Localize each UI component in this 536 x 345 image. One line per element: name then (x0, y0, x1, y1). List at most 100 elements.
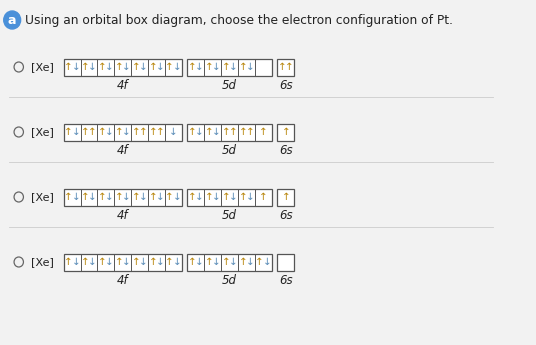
Text: ↑: ↑ (81, 257, 90, 267)
Circle shape (4, 11, 20, 29)
Text: ↑: ↑ (148, 192, 157, 202)
Text: 4f: 4f (117, 208, 129, 221)
Text: ↑: ↑ (81, 127, 90, 137)
Bar (278, 254, 294, 270)
Text: ↑: ↑ (221, 257, 230, 267)
Text: ↑: ↑ (115, 62, 123, 72)
Text: 5d: 5d (222, 144, 237, 157)
Text: ↑: ↑ (98, 257, 107, 267)
Text: ↓: ↓ (105, 127, 114, 137)
Text: ↑: ↑ (156, 127, 165, 137)
Text: ↑: ↑ (81, 62, 90, 72)
Bar (188, 124, 272, 140)
Bar (188, 59, 272, 76)
Text: [Xe]: [Xe] (31, 192, 54, 202)
Bar (64, 188, 182, 206)
Bar (278, 124, 294, 140)
Text: ↑: ↑ (205, 192, 213, 202)
Text: ↓: ↓ (139, 62, 148, 72)
Text: 6s: 6s (279, 274, 293, 286)
Text: ↓: ↓ (139, 257, 148, 267)
Text: ↓: ↓ (71, 257, 80, 267)
Bar (64, 59, 182, 76)
Text: ↓: ↓ (173, 192, 182, 202)
Text: [Xe]: [Xe] (31, 257, 54, 267)
Text: ↑: ↑ (165, 62, 174, 72)
Text: ↓: ↓ (212, 127, 221, 137)
Text: ↑: ↑ (132, 192, 140, 202)
Text: ↓: ↓ (71, 62, 80, 72)
Text: ↓: ↓ (173, 62, 182, 72)
Text: ↓: ↓ (71, 192, 80, 202)
Text: ↓: ↓ (195, 257, 204, 267)
Text: ↑: ↑ (148, 62, 157, 72)
Text: ↑: ↑ (281, 192, 291, 202)
Text: ↑: ↑ (205, 62, 213, 72)
Text: ↓: ↓ (169, 127, 178, 137)
Bar (278, 188, 294, 206)
Text: ↓: ↓ (122, 127, 131, 137)
Text: ↑: ↑ (221, 127, 230, 137)
Text: ↓: ↓ (195, 62, 204, 72)
Text: ↑: ↑ (221, 62, 230, 72)
Text: ↑: ↑ (115, 192, 123, 202)
Text: ↓: ↓ (105, 257, 114, 267)
Text: ↓: ↓ (156, 62, 165, 72)
Text: 4f: 4f (117, 79, 129, 91)
Text: ↓: ↓ (173, 257, 182, 267)
Text: ↑: ↑ (246, 127, 255, 137)
Text: ↓: ↓ (156, 192, 165, 202)
Text: ↑: ↑ (64, 62, 73, 72)
Text: ↑: ↑ (165, 192, 174, 202)
Text: ↑: ↑ (132, 257, 140, 267)
Text: ↑: ↑ (229, 127, 238, 137)
Text: ↓: ↓ (229, 62, 238, 72)
Text: 4f: 4f (117, 274, 129, 286)
Text: ↑: ↑ (148, 257, 157, 267)
Text: ↑: ↑ (278, 62, 287, 72)
Text: ↓: ↓ (229, 192, 238, 202)
Text: ↓: ↓ (105, 62, 114, 72)
Text: ↑: ↑ (98, 192, 107, 202)
Text: ↑: ↑ (98, 127, 107, 137)
Text: ↑: ↑ (98, 62, 107, 72)
Text: ↓: ↓ (246, 62, 255, 72)
Text: ↓: ↓ (212, 192, 221, 202)
Text: ↑: ↑ (88, 127, 97, 137)
Text: 4f: 4f (117, 144, 129, 157)
Text: 5d: 5d (222, 274, 237, 286)
Text: ↓: ↓ (139, 192, 148, 202)
Text: ↑: ↑ (81, 192, 90, 202)
Text: ↑: ↑ (205, 127, 213, 137)
Text: ↓: ↓ (212, 62, 221, 72)
Text: ↓: ↓ (212, 257, 221, 267)
Text: [Xe]: [Xe] (31, 62, 54, 72)
Text: ↓: ↓ (88, 257, 97, 267)
Text: ↑: ↑ (188, 127, 197, 137)
Text: ↓: ↓ (71, 127, 80, 137)
Text: ↓: ↓ (156, 257, 165, 267)
Text: ↑: ↑ (148, 127, 157, 137)
Text: 6s: 6s (279, 79, 293, 91)
Text: ↑: ↑ (132, 62, 140, 72)
Text: Using an orbital box diagram, choose the electron configuration of Pt.: Using an orbital box diagram, choose the… (25, 13, 453, 27)
Text: ↑: ↑ (239, 62, 247, 72)
Text: ↓: ↓ (246, 192, 255, 202)
Text: ↑: ↑ (188, 62, 197, 72)
Text: ↓: ↓ (122, 192, 131, 202)
Text: a: a (8, 13, 17, 27)
Text: ↓: ↓ (229, 257, 238, 267)
Text: ↑: ↑ (259, 127, 268, 137)
Bar (188, 254, 272, 270)
Text: ↓: ↓ (122, 62, 131, 72)
Text: ↑: ↑ (188, 192, 197, 202)
Text: ↑: ↑ (239, 192, 247, 202)
Bar (188, 188, 272, 206)
Bar (278, 59, 294, 76)
Text: ↓: ↓ (88, 62, 97, 72)
Text: ↓: ↓ (195, 127, 204, 137)
Text: 6s: 6s (279, 208, 293, 221)
Text: 6s: 6s (279, 144, 293, 157)
Text: ↑: ↑ (115, 257, 123, 267)
Text: [Xe]: [Xe] (31, 127, 54, 137)
